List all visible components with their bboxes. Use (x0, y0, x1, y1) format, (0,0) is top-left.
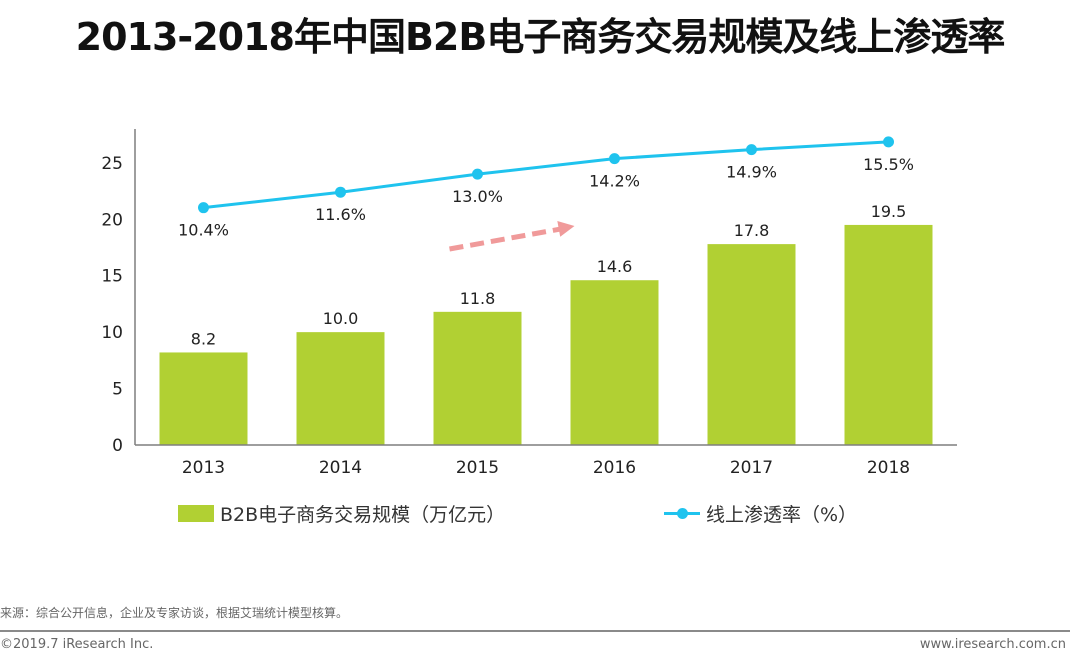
bar-series (159, 224, 933, 445)
legend-bar-swatch-icon (178, 505, 214, 522)
legend-bar-label: B2B电子商务交易规模（万亿元） (220, 504, 506, 526)
line-point-2013 (198, 202, 209, 214)
bar-2014 (296, 332, 385, 445)
x-axis-ticks: 2013 2014 2015 2016 2017 2018 (182, 458, 910, 478)
bar-label-2014: 10.0 (323, 309, 359, 328)
chart: 0 5 10 15 20 25 8.2 10.0 11.8 14.6 17.8 19.5 10.4%… (101, 129, 957, 478)
axes (134, 129, 957, 446)
bar-2015 (433, 311, 522, 445)
legend: B2B电子商务交易规模（万亿元） 线上渗透率（%） (0, 500, 1080, 528)
line-point-2014 (335, 186, 346, 198)
y-tick-label: 15 (101, 267, 123, 287)
line-point-2016 (609, 153, 620, 165)
line-point-2018 (883, 136, 894, 148)
x-tick-label: 2014 (319, 458, 362, 478)
bar-data-labels: 8.2 10.0 11.8 14.6 17.8 19.5 (191, 202, 907, 349)
line-label-2018: 15.5% (863, 155, 914, 174)
y-tick-label: 0 (112, 436, 123, 456)
bar-label-2017: 17.8 (734, 221, 770, 240)
y-tick-label: 5 (112, 380, 123, 400)
y-tick-label: 25 (101, 154, 123, 174)
trend-arrow-head-icon (557, 221, 575, 237)
trend-arrow-shaft (449, 225, 565, 252)
x-tick-label: 2016 (593, 458, 636, 478)
bar-label-2013: 8.2 (191, 329, 216, 348)
x-tick-label: 2015 (456, 458, 499, 478)
bar-label-2018: 19.5 (871, 202, 907, 221)
y-tick-label: 20 (101, 210, 123, 230)
line-label-2016: 14.2% (589, 172, 640, 191)
legend-item-line: 线上渗透率（%） (664, 500, 857, 527)
footer-divider (0, 630, 1070, 632)
website-link[interactable]: www.iresearch.com.cn (919, 637, 1066, 652)
legend-item-bar: B2B电子商务交易规模（万亿元） (178, 500, 505, 527)
x-tick-label: 2017 (730, 458, 773, 478)
line-point-2015 (472, 168, 483, 180)
y-tick-label: 10 (101, 323, 123, 343)
line-label-2017: 14.9% (726, 163, 777, 182)
legend-line-label: 线上渗透率（%） (706, 504, 858, 526)
y-axis-ticks: 0 5 10 15 20 25 (101, 154, 123, 456)
source-note: 来源：综合公开信息，企业及专家访谈，根据艾瑞统计模型核算。 (0, 606, 349, 620)
bar-label-2016: 14.6 (597, 257, 633, 276)
x-tick-label: 2013 (182, 458, 225, 478)
penetration-line (203, 140, 889, 210)
bar-label-2015: 11.8 (460, 289, 496, 308)
trend-arrow (449, 221, 575, 252)
chart-title: 2013-2018年中国B2B电子商务交易规模及线上渗透率 (75, 15, 1006, 59)
line-label-2014: 11.6% (315, 205, 366, 224)
line-series (198, 136, 894, 214)
copyright: ©2019.7 iResearch Inc. (0, 637, 154, 652)
line-label-2013: 10.4% (178, 221, 229, 240)
line-point-2017 (746, 144, 757, 156)
bar-2016 (570, 280, 659, 445)
line-data-labels: 10.4% 11.6% 13.0% 14.2% 14.9% 15.5% (178, 155, 914, 240)
legend-line-swatch-icon (664, 505, 700, 522)
bar-2017 (707, 244, 796, 445)
bar-2018 (844, 224, 933, 445)
line-label-2015: 13.0% (452, 187, 503, 206)
x-tick-label: 2018 (867, 458, 910, 478)
bar-2013 (159, 352, 248, 445)
